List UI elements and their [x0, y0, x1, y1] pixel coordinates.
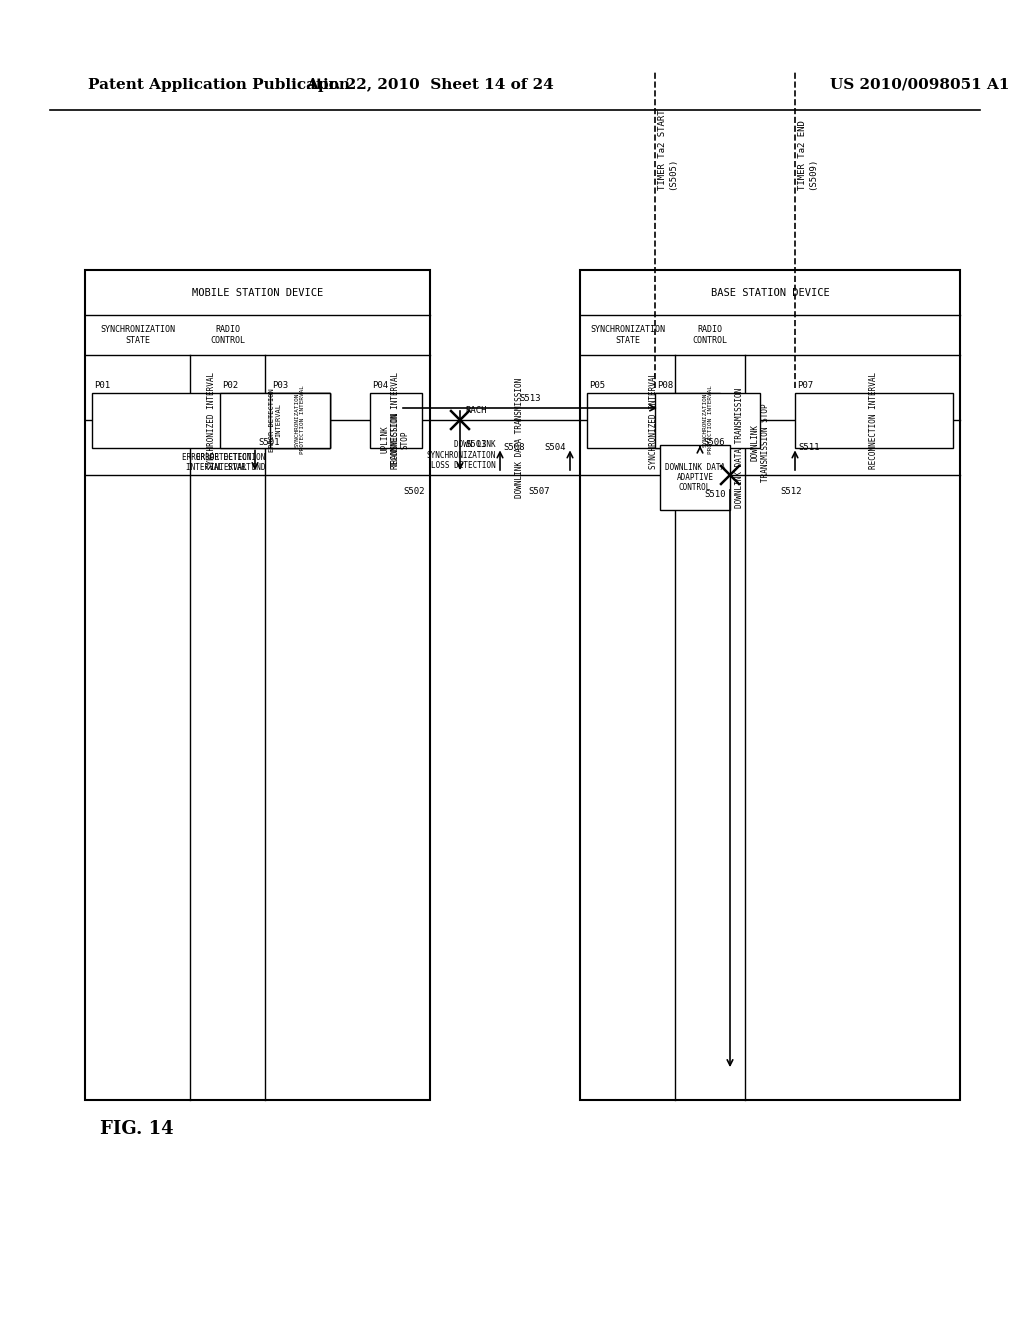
Text: DOWNLINK DATA TRANSMISSION: DOWNLINK DATA TRANSMISSION	[515, 378, 524, 498]
Bar	[580, 271, 961, 1100]
Text: DOWNLINK
TRANSMISSION STOP: DOWNLINK TRANSMISSION STOP	[751, 403, 770, 482]
Text: S508: S508	[503, 444, 524, 451]
Text: S504: S504	[545, 444, 566, 451]
Text: S510: S510	[705, 490, 726, 499]
Text: TIMER Ta2 END
(S509): TIMER Ta2 END (S509)	[798, 120, 817, 190]
Text: SYNCHRONIZED INTERVAL: SYNCHRONIZED INTERVAL	[649, 371, 658, 469]
Text: DOWNLINK DATA TRANSMISSION: DOWNLINK DATA TRANSMISSION	[735, 387, 744, 508]
Text: S512: S512	[780, 487, 802, 496]
Text: S501: S501	[258, 438, 280, 447]
Text: P08: P08	[657, 380, 673, 389]
Text: TIMER Ta2 START
(S505): TIMER Ta2 START (S505)	[658, 110, 678, 190]
Text: SYNCHRONIZED INTERVAL: SYNCHRONIZED INTERVAL	[207, 371, 215, 469]
Text: MOBILE STATION DEVICE: MOBILE STATION DEVICE	[191, 288, 324, 297]
Text: DOWN LINK
SYNCHRONIZATION
LOSS DETECTION: DOWN LINK SYNCHRONIZATION LOSS DETECTION	[427, 440, 496, 470]
Text: P07: P07	[797, 380, 813, 389]
Text: SYNCHRONIZATION
PROTECTION INTERVAL: SYNCHRONIZATION PROTECTION INTERVAL	[295, 385, 305, 454]
Text: P05: P05	[589, 380, 605, 389]
Bar	[85, 271, 430, 1100]
Text: FIG. 14: FIG. 14	[100, 1119, 174, 1138]
Text: RECONNECTION INTERVAL: RECONNECTION INTERVAL	[391, 371, 400, 469]
Text: ERROR DETECTION
INTERVAL END: ERROR DETECTION INTERVAL END	[196, 453, 265, 471]
Text: P01: P01	[94, 380, 111, 389]
Text: RADIO
CONTROL: RADIO CONTROL	[210, 325, 245, 345]
Bar	[587, 392, 720, 447]
Text: S511: S511	[798, 444, 819, 451]
Text: S513: S513	[519, 393, 541, 403]
Text: RADIO
CONTROL: RADIO CONTROL	[692, 325, 727, 345]
Bar	[370, 392, 422, 447]
Text: Apr. 22, 2010  Sheet 14 of 24: Apr. 22, 2010 Sheet 14 of 24	[306, 78, 554, 92]
Text: UPLINK
TRANSMISSION
STOP: UPLINK TRANSMISSION STOP	[380, 412, 410, 467]
Text: RACH: RACH	[465, 407, 486, 414]
Bar	[655, 392, 760, 447]
Text: SYNCHRONIZATION
PROTECTION INTERVAL: SYNCHRONIZATION PROTECTION INTERVAL	[702, 385, 713, 454]
Bar	[270, 392, 330, 447]
Text: P02: P02	[222, 380, 239, 389]
Text: P03: P03	[272, 380, 288, 389]
Text: S502: S502	[403, 487, 425, 496]
Bar	[795, 392, 953, 447]
Bar	[220, 392, 330, 447]
Text: SYNCHRONIZATION
STATE: SYNCHRONIZATION STATE	[590, 325, 665, 345]
Bar	[660, 445, 730, 510]
Bar	[92, 392, 330, 447]
Text: US 2010/0098051 A1: US 2010/0098051 A1	[830, 78, 1010, 92]
Text: Patent Application Publication: Patent Application Publication	[88, 78, 350, 92]
Text: BASE STATION DEVICE: BASE STATION DEVICE	[711, 288, 829, 297]
Text: P04: P04	[372, 380, 388, 389]
Text: ERROR DETECTION
INTERVAL: ERROR DETECTION INTERVAL	[268, 388, 282, 451]
Text: DOWNLINK DATA
ADAPTIVE
CONTROL: DOWNLINK DATA ADAPTIVE CONTROL	[665, 463, 725, 492]
Text: ERROR DETECTION
INTERVAL START: ERROR DETECTION INTERVAL START	[181, 453, 251, 471]
Text: S503: S503	[465, 440, 486, 449]
Text: S506: S506	[703, 438, 725, 447]
Text: S507: S507	[528, 487, 550, 496]
Text: RECONNECTION INTERVAL: RECONNECTION INTERVAL	[869, 371, 879, 469]
Text: SYNCHRONIZATION
STATE: SYNCHRONIZATION STATE	[100, 325, 175, 345]
